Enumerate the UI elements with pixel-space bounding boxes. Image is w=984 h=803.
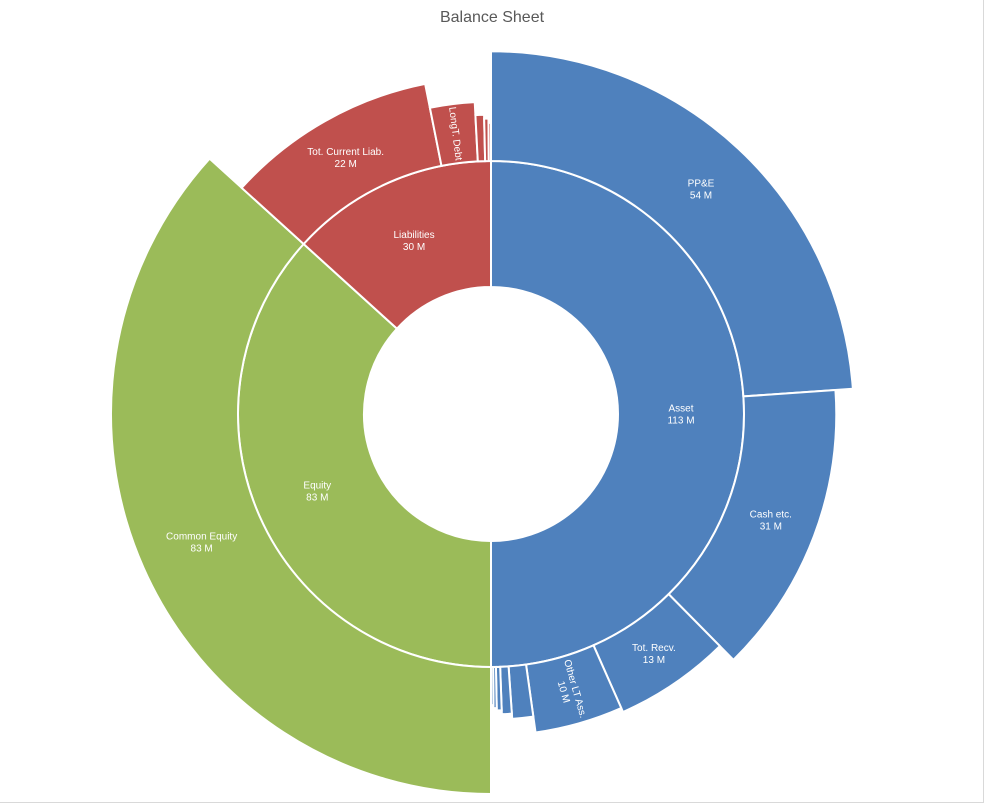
label-cash-etc: Cash etc. 31 M — [750, 509, 792, 532]
label-common-equity: Common Equity 83 M — [166, 532, 237, 555]
label-equity: Equity 83 M — [303, 480, 331, 503]
label-tot-current-liab: Tot. Current Liab. 22 M — [307, 147, 384, 170]
outer-ring — [110, 50, 854, 796]
label-asset: Asset 113 M — [667, 404, 694, 427]
segment-cash-etc[interactable] — [667, 388, 838, 662]
label-liabilities: Liabilities 30 M — [393, 230, 434, 253]
label-tot-recv: Tot. Recv. 13 M — [632, 643, 676, 666]
segment-pp-e[interactable] — [490, 50, 854, 398]
label-pp-e: PP&E 54 M — [688, 178, 715, 201]
segment-tot-current-liab[interactable] — [240, 82, 443, 246]
inner-ring — [237, 159, 745, 669]
segment-common-equity[interactable] — [110, 157, 492, 796]
segment-liabilities-child-4[interactable] — [487, 121, 492, 163]
chart-title: Balance Sheet — [439, 9, 545, 26]
